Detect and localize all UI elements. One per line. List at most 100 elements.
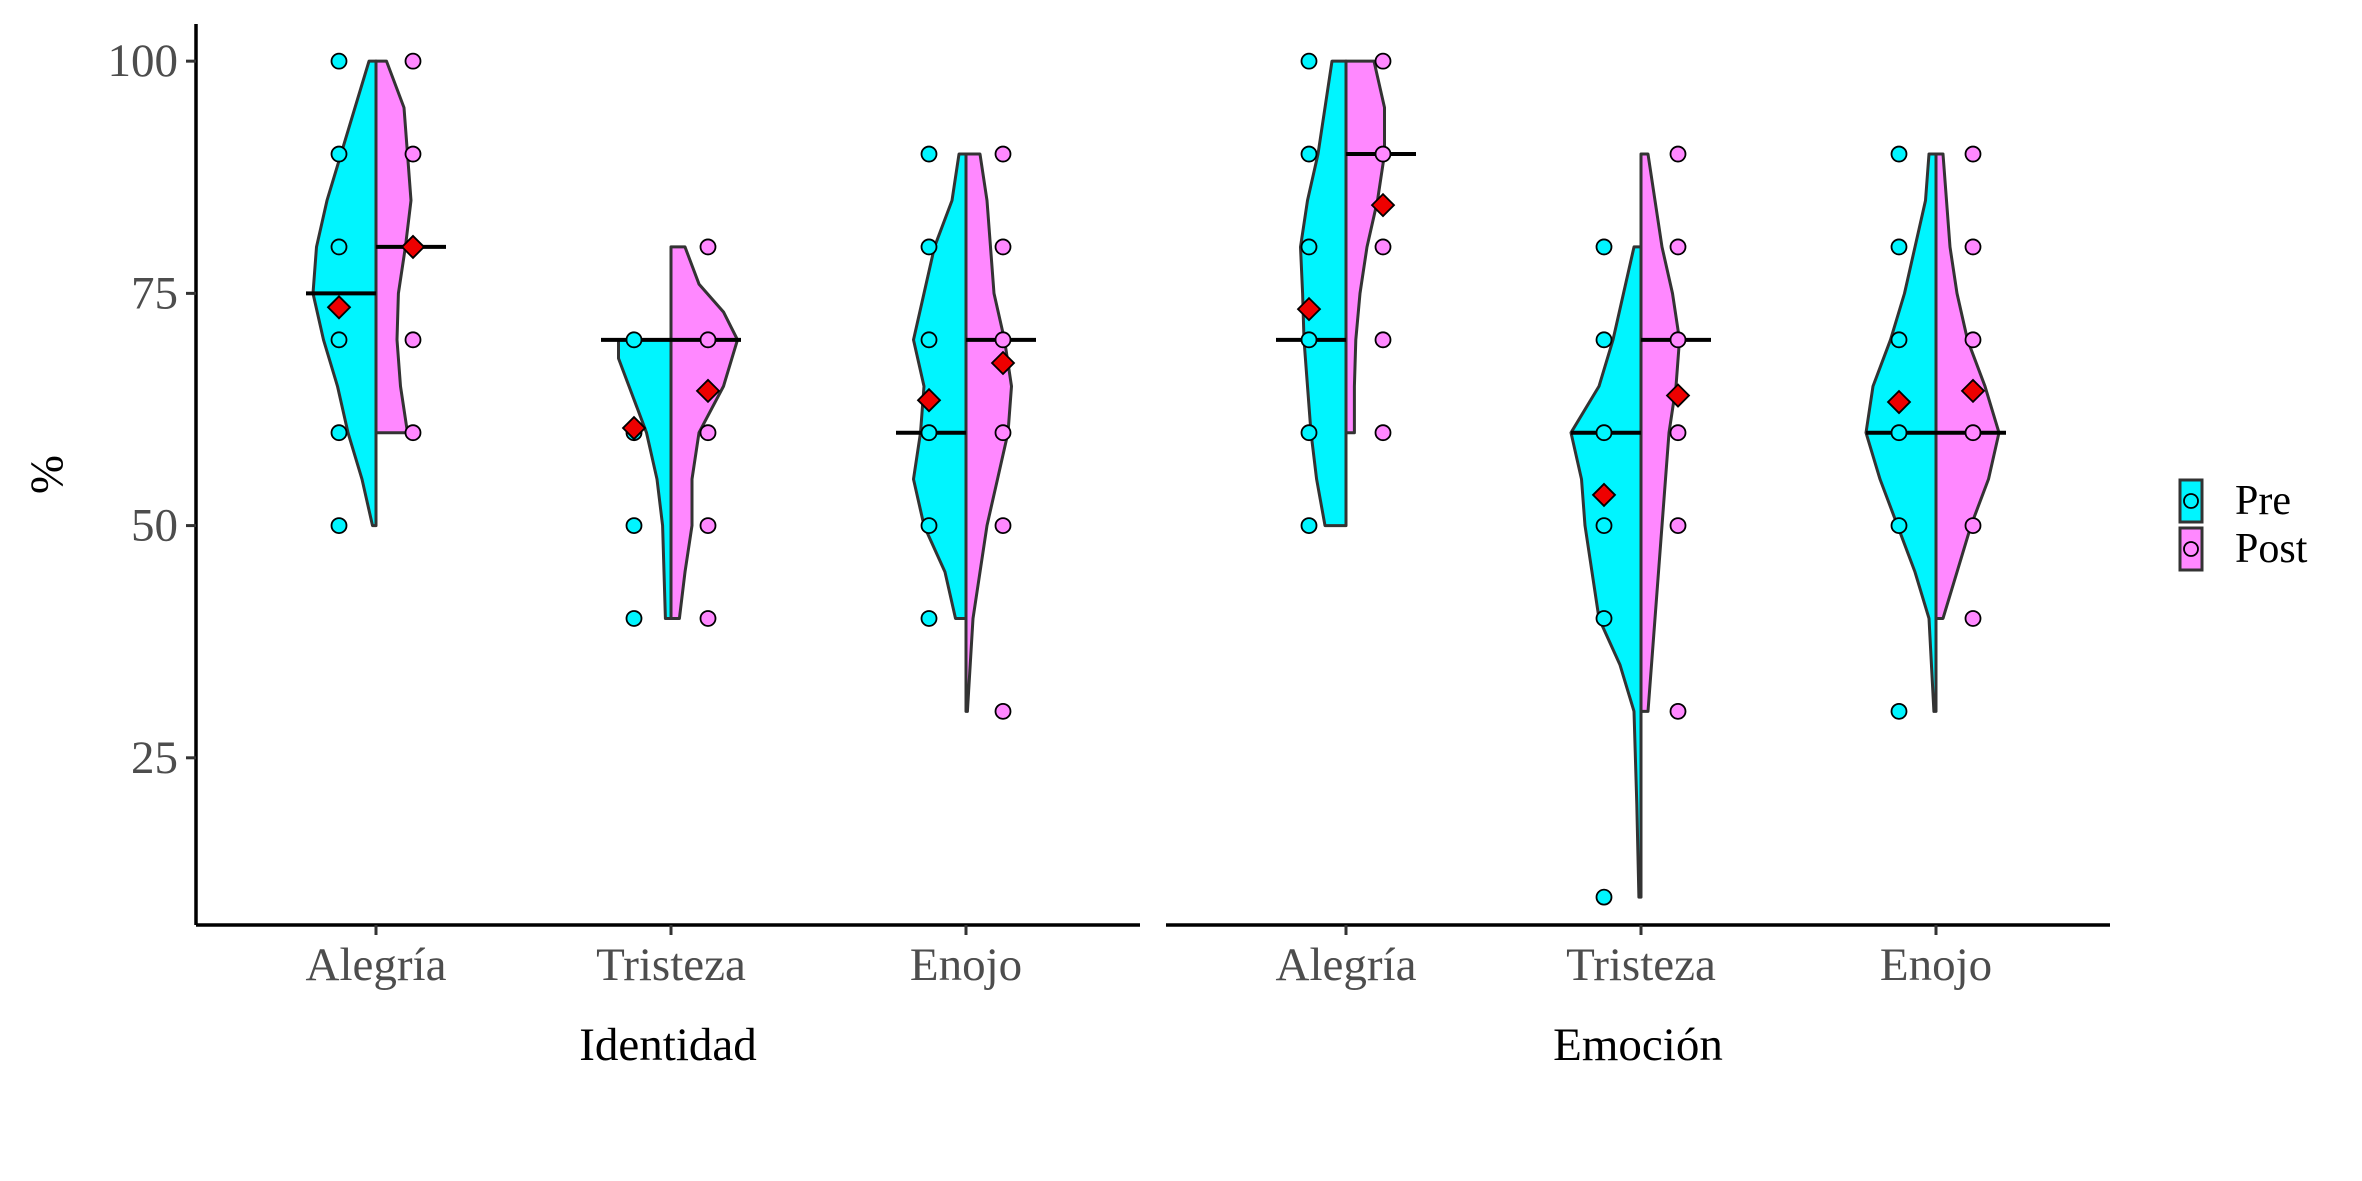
post-mean-marker — [1370, 192, 1396, 218]
pre-point — [330, 517, 348, 534]
post-point — [1964, 145, 1982, 163]
x-tick-label: Enojo — [910, 939, 1022, 991]
pre-point — [920, 145, 938, 163]
violin-group — [1864, 145, 2006, 720]
pre-point — [1595, 517, 1613, 534]
panel-1: Alegría Tristeza Enojo Identidad — [196, 52, 1140, 1071]
post-point — [1374, 331, 1392, 349]
pre-point — [1595, 888, 1613, 906]
pre-point — [625, 331, 643, 349]
pre-point — [1595, 610, 1613, 627]
x-axis-title: Emoción — [1553, 1019, 1723, 1071]
x-tick-label: Alegría — [1276, 939, 1417, 991]
post-point — [699, 331, 717, 349]
pre-point — [1300, 517, 1318, 534]
pre-point — [330, 52, 348, 70]
post-point — [1964, 238, 1982, 256]
post-mean-marker — [1665, 383, 1691, 408]
y-tick-label: 75 — [131, 267, 178, 319]
pre-point — [1890, 331, 1908, 349]
pre-mean-marker — [1591, 482, 1617, 508]
legend-point — [2183, 493, 2199, 509]
pre-point — [330, 424, 348, 442]
post-point — [1669, 702, 1687, 720]
post-point — [994, 238, 1012, 256]
violin-group — [896, 145, 1036, 720]
violin-group — [601, 238, 741, 627]
post-point — [404, 52, 422, 70]
post-point — [1374, 238, 1392, 256]
pre-point — [920, 238, 938, 256]
post-point — [1374, 424, 1392, 442]
x-tick-label: Tristeza — [1566, 939, 1716, 991]
legend-key-pre — [2178, 478, 2204, 524]
legend-point — [2183, 541, 2199, 557]
post-point — [699, 238, 717, 256]
pre-point — [1595, 238, 1613, 256]
x-tick-label: Enojo — [1880, 939, 1992, 991]
post-point — [1669, 238, 1687, 256]
pre-point — [920, 517, 938, 534]
pre-point — [625, 610, 643, 627]
pre-point — [920, 331, 938, 349]
post-point — [1964, 331, 1982, 349]
pre-point — [1890, 424, 1908, 442]
post-violin — [1639, 152, 1681, 713]
pre-violin — [912, 152, 968, 620]
pre-violin — [1299, 59, 1348, 528]
pre-point — [1890, 145, 1908, 163]
pre-violin — [1569, 245, 1643, 899]
x-axis-title: Identidad — [579, 1019, 757, 1071]
pre-point — [1595, 424, 1613, 442]
post-point — [699, 610, 717, 627]
x-tick-label: Tristeza — [596, 939, 746, 991]
pre-point — [1890, 517, 1908, 534]
post-point — [994, 145, 1012, 163]
post-mean-marker — [990, 350, 1016, 376]
pre-point — [625, 517, 643, 534]
pre-point — [1300, 145, 1318, 163]
violin-group — [1569, 145, 1711, 906]
violin-group — [306, 52, 446, 534]
post-point — [1669, 145, 1687, 163]
legend-label: Pre — [2235, 478, 2291, 524]
post-point — [1669, 424, 1687, 442]
y-axis-title: % — [21, 455, 73, 494]
pre-point — [1595, 331, 1613, 349]
pre-point — [920, 610, 938, 627]
post-point — [1669, 331, 1687, 349]
post-mean-marker — [1960, 378, 1986, 404]
pre-point — [1300, 238, 1318, 256]
y-tick-label: 100 — [108, 35, 179, 87]
post-point — [1669, 517, 1687, 534]
pre-point — [330, 238, 348, 256]
pre-mean-marker — [1886, 389, 1912, 415]
post-point — [1964, 610, 1982, 627]
pre-point — [330, 145, 348, 163]
pre-point — [920, 424, 938, 442]
pre-point — [1890, 702, 1908, 720]
post-point — [1374, 52, 1392, 70]
post-point — [994, 517, 1012, 534]
pre-point — [1300, 424, 1318, 442]
post-mean-marker — [695, 378, 721, 404]
pre-mean-marker — [916, 387, 942, 413]
post-point — [404, 424, 422, 442]
pre-point — [330, 331, 348, 349]
pre-mean-marker — [1296, 296, 1322, 322]
post-point — [699, 424, 717, 442]
y-tick-label: 25 — [131, 732, 178, 784]
pre-point — [1890, 238, 1908, 256]
post-mean-marker — [400, 234, 426, 260]
post-point — [404, 145, 422, 163]
post-point — [1964, 424, 1982, 442]
pre-violin — [617, 338, 673, 620]
post-point — [994, 424, 1012, 442]
pre-point — [1300, 331, 1318, 349]
pre-point — [1300, 52, 1318, 70]
pre-mean-marker — [326, 295, 352, 320]
legend-label: Post — [2235, 526, 2308, 572]
y-tick-label: 50 — [131, 500, 178, 552]
